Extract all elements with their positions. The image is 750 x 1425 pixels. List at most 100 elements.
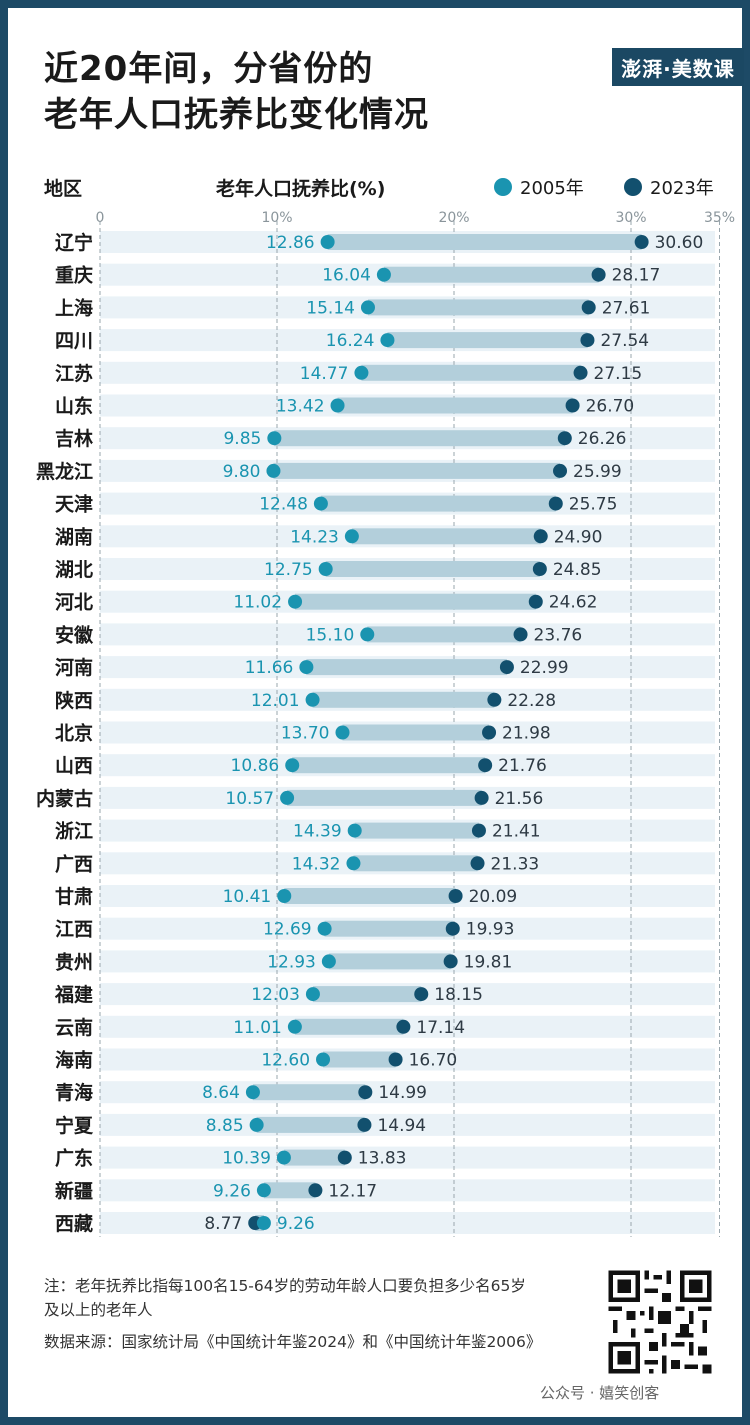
region-label: 西藏 — [55, 1212, 93, 1235]
point-2005 — [360, 627, 375, 642]
point-2023 — [482, 725, 497, 740]
legend-item-2023: 2023年 — [624, 174, 714, 200]
region-label: 上海 — [55, 296, 93, 319]
point-2005 — [267, 431, 282, 446]
tick-label: 35% — [704, 210, 735, 226]
point-2023 — [358, 1085, 373, 1100]
tick-label: 30% — [615, 210, 646, 226]
value-label-2005: 12.69 — [263, 920, 312, 940]
point-2005 — [321, 954, 336, 969]
point-2005 — [376, 267, 391, 282]
value-label-2023: 24.85 — [553, 560, 602, 580]
point-2005 — [287, 1019, 302, 1034]
point-2005 — [285, 758, 300, 773]
tick-label: 10% — [261, 210, 292, 226]
range-bar — [273, 462, 561, 479]
value-label-2005: 12.86 — [266, 233, 315, 253]
value-label-2005: 12.60 — [261, 1051, 310, 1071]
value-label-2023: 8.77 — [204, 1214, 242, 1234]
range-bar — [284, 888, 456, 904]
value-label-2023: 21.41 — [492, 822, 541, 842]
region-label: 贵州 — [55, 951, 93, 973]
value-label-2023: 21.56 — [495, 789, 544, 809]
value-label-2023: 14.99 — [378, 1083, 427, 1103]
row-stripe — [100, 1048, 715, 1071]
qr-code — [604, 1266, 716, 1378]
point-2023 — [528, 594, 543, 609]
range-bar — [294, 1018, 404, 1035]
point-2023 — [513, 627, 528, 642]
region-label: 黑龙江 — [36, 460, 93, 483]
metric-column-header: 老年人口抚养比(%) — [216, 178, 386, 200]
point-2005 — [330, 398, 345, 413]
point-2005 — [320, 235, 335, 249]
range-bar — [367, 626, 521, 643]
point-2005 — [316, 1052, 331, 1067]
value-label-2005: 9.26 — [213, 1181, 251, 1201]
value-label-2005: 14.77 — [300, 364, 349, 384]
point-2005 — [245, 1085, 260, 1100]
point-2005 — [276, 1150, 291, 1165]
point-2005 — [344, 529, 359, 544]
point-2005 — [347, 823, 362, 838]
point-2005 — [256, 1216, 271, 1230]
range-bar — [387, 332, 588, 349]
value-label-2005: 10.86 — [231, 756, 280, 776]
point-2023 — [478, 758, 493, 773]
region-label: 广西 — [55, 852, 93, 875]
range-bar — [320, 495, 556, 512]
legend-label-2005: 2005年 — [520, 178, 584, 199]
point-2005 — [277, 889, 292, 903]
region-label: 浙江 — [55, 820, 93, 843]
value-label-2005: 14.23 — [290, 527, 339, 547]
value-label-2023: 24.90 — [554, 527, 603, 547]
region-label: 内蒙古 — [36, 787, 93, 810]
value-label-2023: 16.70 — [409, 1051, 458, 1071]
point-2023 — [591, 267, 606, 282]
point-2023 — [308, 1183, 323, 1198]
range-bar — [295, 593, 536, 610]
value-label-2023: 27.15 — [594, 364, 643, 384]
point-2005 — [313, 496, 328, 511]
point-2005 — [318, 562, 333, 576]
range-bar — [327, 234, 642, 250]
value-label-2023: 19.93 — [466, 920, 515, 940]
range-bar — [312, 691, 495, 708]
range-bar — [256, 1116, 365, 1133]
point-2023 — [565, 398, 580, 413]
range-bar — [274, 430, 565, 447]
value-label-2005: 11.02 — [233, 593, 282, 613]
brand-logo: 澎湃·美数课 — [612, 48, 744, 86]
region-label: 江西 — [55, 919, 93, 941]
value-label-2023: 27.61 — [602, 298, 651, 318]
value-label-2005: 12.48 — [259, 495, 308, 515]
value-label-2023: 19.81 — [464, 952, 513, 972]
point-2023 — [548, 496, 563, 511]
range-bar — [353, 855, 478, 872]
range-bar — [312, 986, 422, 1003]
value-label-2005: 8.85 — [206, 1116, 244, 1136]
point-2023 — [337, 1150, 352, 1165]
region-label: 四川 — [55, 330, 93, 352]
value-label-2023: 27.54 — [600, 331, 649, 351]
range-bar — [283, 1149, 345, 1166]
value-label-2005: 12.01 — [251, 691, 300, 711]
region-label: 北京 — [55, 722, 93, 745]
value-label-2005: 9.85 — [223, 429, 261, 449]
tick-label: 0 — [96, 210, 105, 226]
point-2005 — [380, 333, 395, 348]
source-note: 数据来源：国家统计局《中国统计年鉴2024》和《中国统计年鉴2006》 — [44, 1333, 542, 1351]
region-label: 安徽 — [55, 623, 94, 646]
point-2023 — [474, 790, 489, 805]
legend-dot-2023 — [624, 178, 642, 196]
value-label-2023: 21.33 — [491, 854, 540, 874]
value-label-2005: 15.14 — [306, 298, 355, 318]
region-label: 新疆 — [55, 1179, 93, 1202]
point-2023 — [414, 987, 429, 1002]
range-bar — [263, 1182, 316, 1199]
point-2005 — [249, 1117, 264, 1132]
point-2005 — [256, 1183, 271, 1198]
value-label-2005: 12.93 — [267, 952, 316, 972]
point-2023 — [532, 562, 547, 576]
